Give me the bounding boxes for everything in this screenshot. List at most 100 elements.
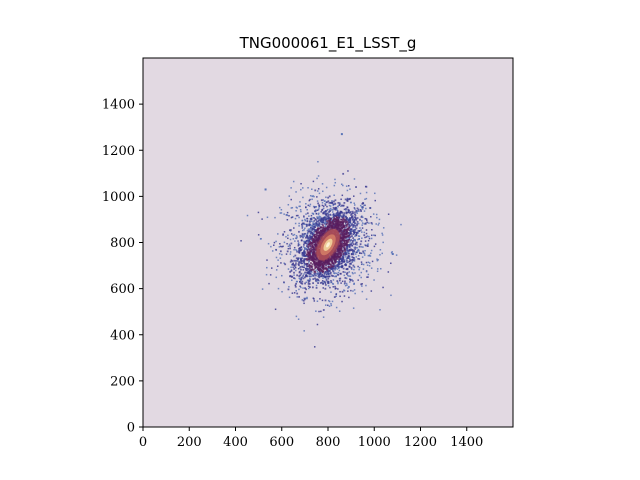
pixel xyxy=(294,263,297,266)
pixel xyxy=(347,251,350,254)
pixel xyxy=(298,205,300,208)
pixel xyxy=(365,229,368,231)
pixel xyxy=(304,219,306,222)
pixel xyxy=(311,274,313,276)
pixel xyxy=(356,223,359,225)
pixel xyxy=(316,270,319,273)
pixel xyxy=(311,248,313,251)
pixel xyxy=(391,251,393,253)
pixel xyxy=(320,275,322,277)
pixel xyxy=(283,281,285,283)
pixel xyxy=(337,271,340,274)
pixel xyxy=(323,280,326,283)
pixel xyxy=(304,287,306,290)
pixel xyxy=(340,262,343,265)
pixel xyxy=(344,215,347,218)
pixel xyxy=(305,223,308,226)
pixel xyxy=(350,289,352,292)
pixel xyxy=(343,218,346,221)
pixel xyxy=(345,225,348,228)
pixel xyxy=(362,263,365,266)
pixel xyxy=(366,264,369,266)
pixel xyxy=(348,234,351,237)
pixel xyxy=(317,218,319,220)
pixel xyxy=(300,282,303,285)
pixel xyxy=(308,280,311,283)
pixel xyxy=(353,238,356,241)
pixel xyxy=(346,189,349,192)
pixel xyxy=(345,221,348,224)
pixel xyxy=(296,296,298,298)
pixel xyxy=(313,195,315,198)
pixel xyxy=(367,245,369,247)
pixel xyxy=(324,287,327,290)
pixel xyxy=(358,274,361,277)
pixel xyxy=(311,234,314,237)
pixel xyxy=(300,246,303,249)
pixel xyxy=(308,264,311,266)
pixel xyxy=(339,250,342,253)
pixel xyxy=(309,194,312,197)
pixel xyxy=(308,236,311,239)
pixel xyxy=(335,287,337,290)
pixel xyxy=(352,272,354,275)
pixel xyxy=(306,229,309,232)
pixel xyxy=(333,296,336,298)
pixel xyxy=(325,210,328,212)
pixel xyxy=(333,194,335,196)
pixel xyxy=(320,231,323,234)
pixel xyxy=(304,248,306,251)
pixel xyxy=(316,216,318,218)
pixel xyxy=(303,258,306,261)
pixel xyxy=(346,200,349,202)
pixel xyxy=(340,211,343,213)
pixel xyxy=(354,248,357,250)
pixel xyxy=(335,275,337,277)
pixel xyxy=(372,213,375,215)
pixel xyxy=(309,239,311,241)
pixel xyxy=(357,279,359,281)
pixel xyxy=(379,249,382,251)
pixel xyxy=(327,285,330,287)
pixel xyxy=(326,222,329,224)
pixel xyxy=(324,271,326,274)
pixel xyxy=(327,213,329,215)
pixel xyxy=(347,290,349,292)
pixel xyxy=(257,234,260,236)
pixel xyxy=(349,211,351,214)
x-tick-label: 1200 xyxy=(404,435,437,450)
pixel xyxy=(316,300,319,302)
pixel xyxy=(297,263,300,266)
pixel xyxy=(364,244,366,246)
pixel xyxy=(371,234,373,237)
pixel xyxy=(318,231,321,233)
pixel xyxy=(315,206,317,208)
pixel xyxy=(294,277,296,280)
pixel xyxy=(339,210,342,213)
pixel xyxy=(313,231,315,233)
pixel xyxy=(341,290,344,293)
pixel xyxy=(322,205,325,207)
pixel xyxy=(327,299,330,302)
pixel xyxy=(306,224,308,227)
pixel xyxy=(368,237,371,240)
pixel xyxy=(335,306,338,309)
pixel xyxy=(309,278,312,281)
pixel xyxy=(366,219,368,221)
pixel xyxy=(341,265,344,268)
pixel xyxy=(304,271,306,274)
pixel xyxy=(352,217,354,219)
pixel xyxy=(264,188,267,191)
pixel xyxy=(340,205,342,207)
pixel xyxy=(364,249,366,252)
pixel xyxy=(298,280,301,283)
pixel xyxy=(290,269,293,271)
pixel xyxy=(376,216,378,219)
pixel xyxy=(301,253,304,256)
pixel xyxy=(300,286,302,289)
pixel xyxy=(299,209,302,211)
pixel xyxy=(306,279,309,282)
pixel xyxy=(294,240,296,242)
pixel xyxy=(312,195,314,197)
pixel xyxy=(309,253,311,255)
